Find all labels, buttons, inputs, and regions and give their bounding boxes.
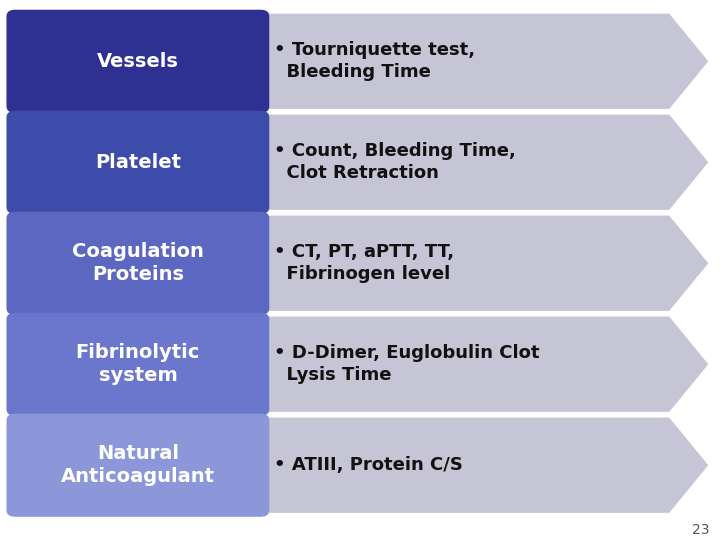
FancyBboxPatch shape [6, 111, 269, 214]
FancyBboxPatch shape [6, 10, 269, 113]
Polygon shape [11, 114, 709, 211]
Text: Vessels: Vessels [97, 52, 179, 71]
Text: 23: 23 [692, 523, 709, 537]
Text: Coagulation
Proteins: Coagulation Proteins [72, 242, 204, 284]
FancyBboxPatch shape [6, 414, 269, 517]
Text: • D-Dimer, Euglobulin Clot
  Lysis Time: • D-Dimer, Euglobulin Clot Lysis Time [274, 344, 539, 384]
Polygon shape [11, 417, 709, 514]
Polygon shape [11, 316, 709, 413]
Text: Natural
Anticoagulant: Natural Anticoagulant [61, 444, 215, 486]
Text: Platelet: Platelet [95, 153, 181, 172]
Polygon shape [11, 215, 709, 312]
FancyBboxPatch shape [6, 212, 269, 315]
Text: • Count, Bleeding Time,
  Clot Retraction: • Count, Bleeding Time, Clot Retraction [274, 142, 516, 183]
Text: • Tourniquette test,
  Bleeding Time: • Tourniquette test, Bleeding Time [274, 41, 474, 82]
Polygon shape [11, 13, 709, 110]
Text: • CT, PT, aPTT, TT,
  Fibrinogen level: • CT, PT, aPTT, TT, Fibrinogen level [274, 243, 454, 284]
Text: • ATIII, Protein C/S: • ATIII, Protein C/S [274, 456, 462, 474]
FancyBboxPatch shape [6, 313, 269, 416]
Text: Fibrinolytic
system: Fibrinolytic system [76, 343, 200, 385]
